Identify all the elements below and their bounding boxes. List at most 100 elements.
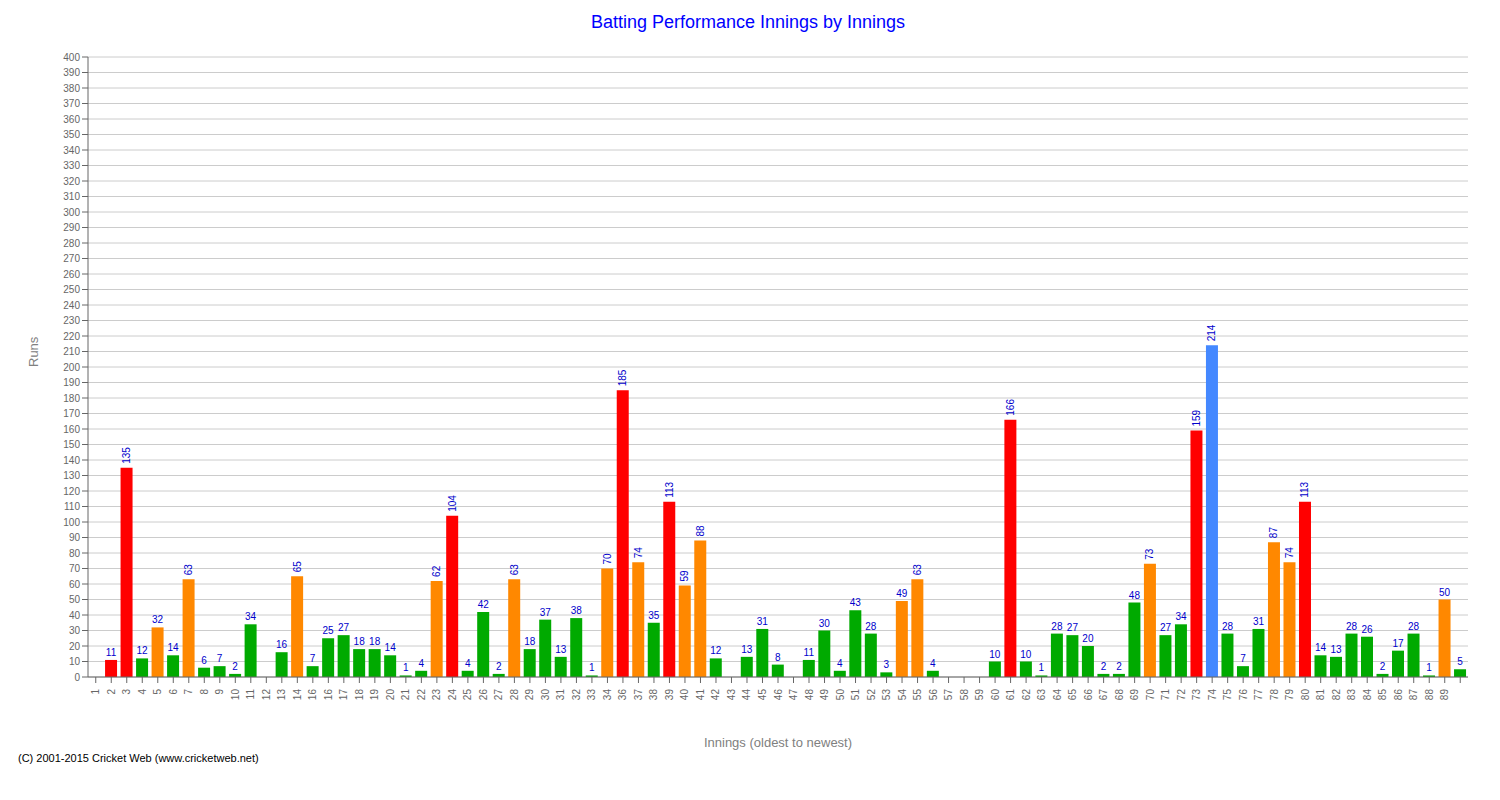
svg-text:360: 360: [63, 114, 80, 125]
svg-text:16: 16: [323, 689, 334, 701]
svg-text:26: 26: [478, 689, 489, 701]
svg-text:18: 18: [354, 689, 365, 701]
svg-text:31: 31: [757, 616, 769, 627]
svg-text:62: 62: [1021, 689, 1032, 701]
svg-text:25: 25: [323, 625, 335, 636]
svg-text:81: 81: [1315, 689, 1326, 701]
svg-text:50: 50: [835, 689, 846, 701]
svg-text:87: 87: [1408, 689, 1419, 701]
svg-text:73: 73: [1144, 548, 1155, 560]
svg-text:41: 41: [695, 689, 706, 701]
svg-text:4: 4: [418, 658, 424, 669]
svg-text:63: 63: [1036, 689, 1047, 701]
svg-text:18: 18: [354, 636, 366, 647]
svg-text:32: 32: [152, 614, 164, 625]
svg-text:1: 1: [589, 662, 595, 673]
svg-text:74: 74: [633, 547, 644, 559]
svg-text:10: 10: [989, 649, 1001, 660]
svg-text:2: 2: [1380, 661, 1386, 672]
svg-text:14: 14: [385, 642, 397, 653]
svg-text:63: 63: [509, 564, 520, 576]
svg-text:159: 159: [1191, 409, 1202, 426]
svg-text:85: 85: [1377, 689, 1388, 701]
svg-text:14: 14: [168, 642, 180, 653]
svg-text:28: 28: [1346, 621, 1358, 632]
svg-text:4: 4: [930, 658, 936, 669]
svg-text:60: 60: [990, 689, 1001, 701]
svg-text:38: 38: [648, 689, 659, 701]
svg-text:31: 31: [555, 689, 566, 701]
svg-text:18: 18: [524, 636, 536, 647]
svg-text:63: 63: [912, 564, 923, 576]
svg-text:70: 70: [602, 553, 613, 565]
svg-text:27: 27: [338, 622, 350, 633]
svg-text:69: 69: [1129, 689, 1140, 701]
svg-text:87: 87: [1268, 527, 1279, 539]
svg-text:2: 2: [496, 661, 502, 672]
svg-text:42: 42: [478, 599, 490, 610]
svg-text:16: 16: [276, 639, 288, 650]
svg-text:30: 30: [819, 618, 831, 629]
svg-text:36: 36: [617, 689, 628, 701]
svg-text:10: 10: [1020, 649, 1032, 660]
svg-text:21: 21: [400, 689, 411, 701]
svg-text:59: 59: [679, 570, 690, 582]
svg-text:27: 27: [1160, 622, 1172, 633]
svg-text:10: 10: [69, 656, 81, 667]
svg-text:380: 380: [63, 83, 80, 94]
svg-text:68: 68: [1114, 689, 1125, 701]
svg-text:46: 46: [773, 689, 784, 701]
svg-text:2: 2: [1101, 661, 1107, 672]
svg-text:11: 11: [804, 647, 815, 658]
svg-text:45: 45: [757, 689, 768, 701]
svg-text:58: 58: [959, 689, 970, 701]
svg-text:Innings (oldest to newest): Innings (oldest to newest): [704, 735, 852, 750]
svg-text:0: 0: [74, 672, 80, 683]
svg-text:214: 214: [1206, 324, 1217, 341]
svg-text:37: 37: [633, 689, 644, 701]
svg-text:65: 65: [292, 561, 303, 573]
svg-text:120: 120: [63, 486, 80, 497]
svg-text:44: 44: [741, 689, 752, 701]
svg-text:13: 13: [1330, 644, 1342, 655]
svg-text:260: 260: [63, 269, 80, 280]
svg-text:47: 47: [788, 689, 799, 701]
svg-text:20: 20: [69, 641, 81, 652]
svg-text:166: 166: [1005, 399, 1016, 416]
svg-text:10: 10: [230, 689, 241, 701]
svg-text:86: 86: [1393, 689, 1404, 701]
svg-text:80: 80: [1300, 689, 1311, 701]
svg-text:5: 5: [152, 689, 163, 695]
svg-text:88: 88: [695, 525, 706, 537]
svg-text:34: 34: [245, 611, 257, 622]
svg-text:12: 12: [710, 645, 722, 656]
svg-text:84: 84: [1362, 689, 1373, 701]
svg-text:2: 2: [1116, 661, 1122, 672]
svg-text:6: 6: [201, 655, 207, 666]
svg-text:37: 37: [540, 607, 552, 618]
svg-text:56: 56: [928, 689, 939, 701]
svg-text:1: 1: [1039, 662, 1045, 673]
svg-text:113: 113: [1299, 481, 1310, 497]
svg-text:49: 49: [896, 588, 908, 599]
svg-text:77: 77: [1253, 689, 1264, 701]
svg-text:240: 240: [63, 300, 80, 311]
svg-text:135: 135: [121, 447, 132, 464]
svg-text:40: 40: [679, 689, 690, 701]
svg-text:250: 250: [63, 284, 80, 295]
svg-text:72: 72: [1176, 689, 1187, 701]
svg-text:7: 7: [310, 653, 316, 664]
svg-text:60: 60: [69, 579, 81, 590]
svg-text:74: 74: [1284, 547, 1295, 559]
svg-text:80: 80: [69, 548, 81, 559]
svg-text:20: 20: [1082, 633, 1094, 644]
svg-text:49: 49: [819, 689, 830, 701]
svg-text:8: 8: [775, 652, 781, 663]
svg-text:28: 28: [1051, 621, 1063, 632]
svg-text:5: 5: [1457, 656, 1463, 667]
svg-text:13: 13: [555, 644, 567, 655]
svg-text:14: 14: [1315, 642, 1327, 653]
svg-text:220: 220: [63, 331, 80, 342]
svg-text:26: 26: [1361, 624, 1373, 635]
svg-text:42: 42: [710, 689, 721, 701]
